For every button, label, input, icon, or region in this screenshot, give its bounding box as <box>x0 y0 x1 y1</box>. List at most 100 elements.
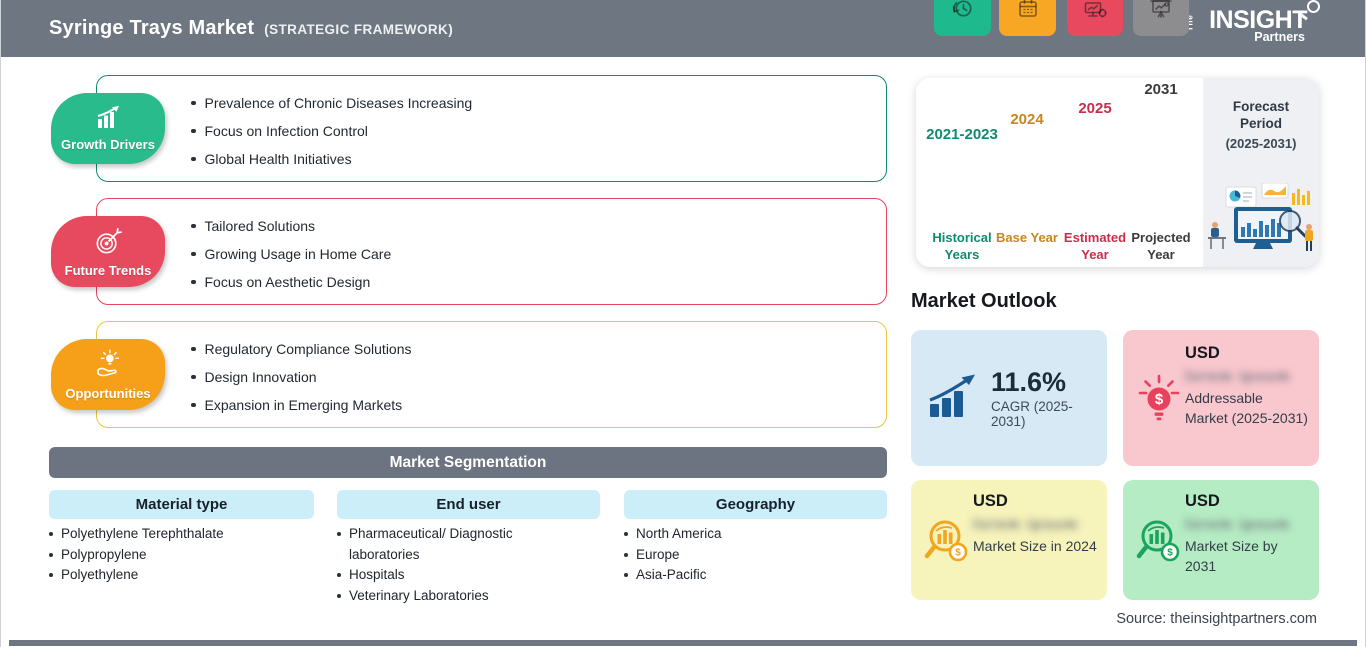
segment-chip-geography: Geography <box>624 490 887 519</box>
bullet-item: Focus on Infection Control <box>191 117 472 145</box>
opportunities-badge: Opportunities <box>51 339 165 410</box>
timeline-bar <box>934 0 991 36</box>
list-item: Asia-Pacific <box>624 565 874 586</box>
opportunities-label: Opportunities <box>65 386 151 401</box>
end-user-list: Pharmaceutical/ Diagnostic laboratories … <box>337 524 552 606</box>
header-title-group: Syringe Trays Market (STRATEGIC FRAMEWOR… <box>49 17 453 40</box>
blurred-value: lorem ipsum <box>973 516 1079 533</box>
timeline-caption: Estimated Year <box>1063 230 1127 262</box>
timeline-bar <box>1067 0 1123 36</box>
future-trends-badge: Future Trends <box>51 216 165 287</box>
growth-chart-icon <box>93 105 123 136</box>
timeline-bar <box>1133 0 1189 36</box>
blurred-value: lorem ipsum <box>1185 516 1291 533</box>
logo-tagline: Partners <box>1254 30 1305 44</box>
future-trends-bullets: Tailored Solutions Growing Usage in Home… <box>191 212 392 296</box>
list-item: Hospitals <box>337 565 552 586</box>
card-caption: Market Size by 2031 <box>1185 538 1278 574</box>
source-attribution: Source: theinsightpartners.com <box>1116 611 1317 627</box>
magnifier-chart-icon: $ <box>922 516 974 571</box>
card-caption: Market Size in 2024 <box>973 538 1097 554</box>
list-item: Veterinary Laboratories <box>337 586 552 607</box>
timeline-caption: Base Year <box>996 230 1058 245</box>
bullet-item: Prevalence of Chronic Diseases Increasin… <box>191 89 473 117</box>
list-item: Europe <box>624 545 874 566</box>
timeline-caption: Projected Year <box>1131 230 1191 262</box>
cagr-caption: CAGR (2025-2031) <box>991 399 1073 429</box>
bar-body <box>1067 0 1123 36</box>
segment-chip-end-user: End user <box>337 490 600 519</box>
forecast-label: Forecast <box>1232 99 1290 114</box>
monitor-gear-icon <box>1081 0 1109 27</box>
geography-list: North America Europe Asia-Pacific <box>624 524 874 586</box>
svg-text:$: $ <box>955 548 961 559</box>
timeline-caption: Historical Years <box>932 230 992 262</box>
bullet-item: Growing Usage in Home Care <box>191 240 392 268</box>
addressable-market-card: $ USD lorem ipsum Addressable Market (20… <box>1123 330 1319 466</box>
forecast-illustration <box>1206 182 1316 262</box>
card-text: USD lorem ipsum Addressable Market (2025… <box>1185 344 1309 428</box>
magnifier-lens-icon <box>1307 0 1320 13</box>
target-dart-icon <box>93 226 124 262</box>
calendar-icon <box>1015 0 1041 27</box>
bar-chart-arrow-icon <box>926 373 980 424</box>
currency-label: USD <box>973 492 1008 510</box>
timeline-year: 2031 <box>1144 81 1178 98</box>
logo-name: INSIGHT <box>1209 0 1320 33</box>
hand-bulb-icon <box>92 348 124 385</box>
segment-chip-material-type: Material type <box>49 490 314 519</box>
bar-body <box>1133 0 1189 36</box>
bar-body <box>999 0 1056 36</box>
material-type-list: Polyethylene Terephthalate Polypropylene… <box>49 524 325 586</box>
list-item: Pharmaceutical/ Diagnostic laboratories <box>337 524 552 565</box>
footer-bar <box>9 640 1357 646</box>
svg-text:$: $ <box>1167 548 1173 559</box>
growth-drivers-bullets: Prevalence of Chronic Diseases Increasin… <box>191 89 473 173</box>
list-item: Polyethylene <box>49 565 325 586</box>
bar-body <box>934 0 991 36</box>
cagr-value: 11.6% <box>991 367 1067 397</box>
forecast-label: Period <box>1239 116 1282 131</box>
page-subtitle: (STRATEGIC FRAMEWORK) <box>264 22 454 37</box>
currency-label: USD <box>1185 492 1220 510</box>
page-title: Syringe Trays Market <box>49 17 255 39</box>
cagr-text: 11.6% CAGR (2025-2031) <box>991 367 1095 429</box>
bullet-item: Global Health Initiatives <box>191 145 472 173</box>
currency-label: USD <box>1185 344 1220 362</box>
bullet-item: Tailored Solutions <box>191 212 391 240</box>
market-outlook-title: Market Outlook <box>911 290 1057 312</box>
blurred-value: lorem ipsum <box>1185 368 1291 385</box>
list-item: Polypropylene <box>49 545 325 566</box>
magnifier-chart-icon: $ <box>1134 516 1186 571</box>
market-size-2024-card: $ USD lorem ipsum Market Size in 2024 <box>911 480 1107 600</box>
list-item: Polyethylene Terephthalate <box>49 524 325 545</box>
card-text: USD lorem ipsum Market Size in 2024 <box>973 492 1097 557</box>
bullet-item: Expansion in Emerging Markets <box>191 391 412 419</box>
bullet-item: Regulatory Compliance Solutions <box>191 335 412 363</box>
bullet-item: Focus on Aesthetic Design <box>191 268 391 296</box>
forecast-range: (2025-2031) <box>1225 136 1297 151</box>
card-caption: Addressable Market (2025-2031) <box>1185 390 1308 426</box>
bulb-dollar-icon: $ <box>1134 372 1184 431</box>
list-item: North America <box>624 524 874 545</box>
forecast-period-panel: Forecast Period (2025-2031) <box>1203 78 1319 267</box>
bullet-item: Design Innovation <box>191 363 412 391</box>
clock-history-icon <box>949 0 976 27</box>
growth-drivers-badge: Growth Drivers <box>51 93 165 164</box>
opportunities-bullets: Regulatory Compliance Solutions Design I… <box>191 335 412 419</box>
future-trends-label: Future Trends <box>64 262 152 278</box>
timeline-bar <box>999 0 1056 36</box>
growth-drivers-label: Growth Drivers <box>61 137 155 152</box>
card-text: USD lorem ipsum Market Size by 2031 <box>1185 492 1309 576</box>
market-segmentation-header: Market Segmentation <box>49 447 887 478</box>
timeline-year: 2025 <box>1078 100 1112 117</box>
presentation-chart-icon <box>1147 0 1175 27</box>
timeline-card: 2021-2023 Historical Years 2 <box>916 0 1319 267</box>
svg-text:$: $ <box>1155 391 1164 408</box>
timeline-year: 2024 <box>1010 111 1044 128</box>
insight-partners-logo: The INSIGHT Partners <box>1177 0 1320 44</box>
timeline-year: 2021-2023 <box>926 126 998 143</box>
market-size-2031-card: $ USD lorem ipsum Market Size by 2031 <box>1123 480 1319 600</box>
cagr-card: 11.6% CAGR (2025-2031) <box>911 330 1107 466</box>
